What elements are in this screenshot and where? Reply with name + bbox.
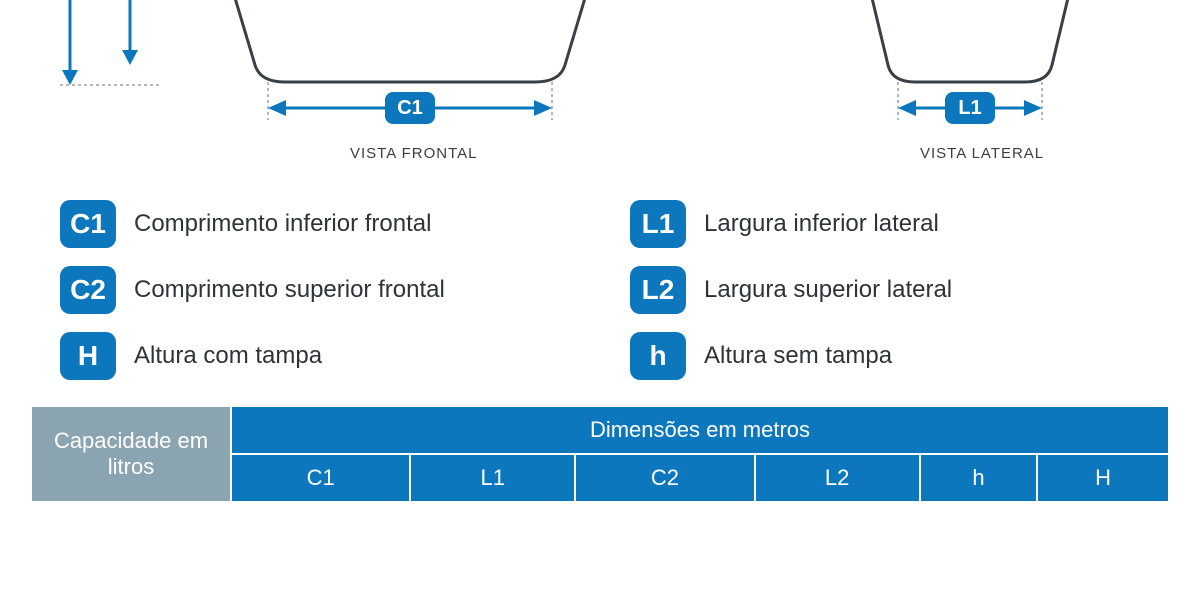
th-h: h: [920, 454, 1038, 502]
badge-l1-diagram: L1: [945, 92, 995, 124]
legend-row: L2 Largura superior lateral: [630, 266, 1140, 314]
legend-row: H Altura com tampa: [60, 332, 570, 380]
legend-text: Altura com tampa: [134, 342, 322, 370]
legend-text: Altura sem tampa: [704, 342, 892, 370]
th-dimensions: Dimensões em metros: [231, 406, 1169, 454]
badge-c1-text: C1: [397, 97, 423, 120]
legend-row: C2 Comprimento superior frontal: [60, 266, 570, 314]
badge-l1-text: L1: [958, 97, 981, 120]
legend-text: Comprimento inferior frontal: [134, 210, 431, 238]
diagram-area: C1 VISTA FRONTAL L1 VISTA LATERAL: [0, 0, 1200, 180]
table-area: Capacidade em litros Dimensões em metros…: [0, 405, 1200, 503]
badge-c2: C2: [60, 266, 116, 314]
label-vista-frontal: VISTA FRONTAL: [350, 145, 477, 162]
badge-l2: L2: [630, 266, 686, 314]
th-c2: C2: [575, 454, 754, 502]
label-vista-lateral: VISTA LATERAL: [920, 145, 1044, 162]
legend-row: L1 Largura inferior lateral: [630, 200, 1140, 248]
th-c1: C1: [231, 454, 410, 502]
dimensions-table: Capacidade em litros Dimensões em metros…: [30, 405, 1170, 503]
badge-h-upper: H: [60, 332, 116, 380]
th-l2: L2: [755, 454, 920, 502]
legend-row: C1 Comprimento inferior frontal: [60, 200, 570, 248]
legend-text: Largura inferior lateral: [704, 210, 939, 238]
legend-text: Largura superior lateral: [704, 276, 952, 304]
badge-c1-diagram: C1: [385, 92, 435, 124]
th-h-upper: H: [1037, 454, 1169, 502]
legend-text: Comprimento superior frontal: [134, 276, 445, 304]
th-capacity: Capacidade em litros: [31, 406, 231, 502]
legend-row: h Altura sem tampa: [630, 332, 1140, 380]
legend-area: C1 Comprimento inferior frontal C2 Compr…: [0, 180, 1200, 405]
badge-h-lower: h: [630, 332, 686, 380]
height-arrows: [40, 0, 160, 120]
th-l1: L1: [410, 454, 575, 502]
badge-c1: C1: [60, 200, 116, 248]
badge-l1: L1: [630, 200, 686, 248]
legend-col-right: L1 Largura inferior lateral L2 Largura s…: [630, 200, 1140, 380]
legend-col-left: C1 Comprimento inferior frontal C2 Compr…: [60, 200, 570, 380]
